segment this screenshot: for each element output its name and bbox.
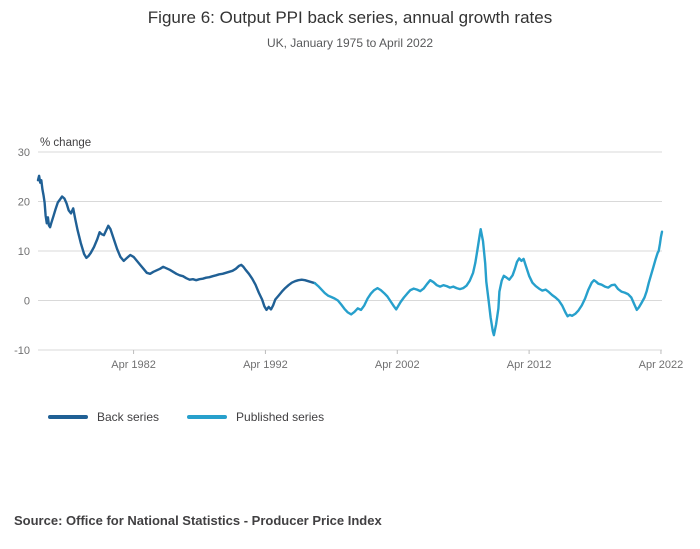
svg-text:Apr 1992: Apr 1992 [243,359,288,371]
legend-item-published-series: Published series [187,410,324,424]
back-series-line-swatch [48,415,88,419]
legend-label-published-series: Published series [236,410,325,424]
svg-text:30: 30 [18,147,30,159]
svg-text:Apr 2012: Apr 2012 [507,359,552,371]
svg-text:Apr 2022: Apr 2022 [639,359,684,371]
chart-legend: Back series Published series [48,410,324,424]
legend-label-back-series: Back series [97,410,160,424]
source-attribution: Source: Office for National Statistics -… [14,513,382,528]
svg-text:0: 0 [24,296,30,308]
legend-item-back-series: Back series [48,410,159,424]
page-title: Figure 6: Output PPI back series, annual… [147,8,553,27]
published-series-line-swatch [187,415,228,419]
svg-text:-10: -10 [14,345,30,357]
y-axis-labels: 30 20 10 0 -10 [14,147,30,357]
line-chart: 30 20 10 0 -10 Apr 1982 Apr 1992 Apr 2002 Apr 2… [14,137,683,371]
svg-text:10: 10 [18,246,30,258]
svg-text:Apr 2002: Apr 2002 [375,359,420,371]
gridlines-group [38,151,662,354]
chart-subtitle: UK, January 1975 to April 2022 [266,36,434,50]
svg-text:Apr 1982: Apr 1982 [111,359,156,371]
series-lines [36,174,664,337]
svg-text:20: 20 [18,197,30,209]
y-axis-title: % change [40,137,91,149]
x-axis-labels: Apr 1982 Apr 1992 Apr 2002 Apr 2012 Apr 2022 [111,359,683,371]
